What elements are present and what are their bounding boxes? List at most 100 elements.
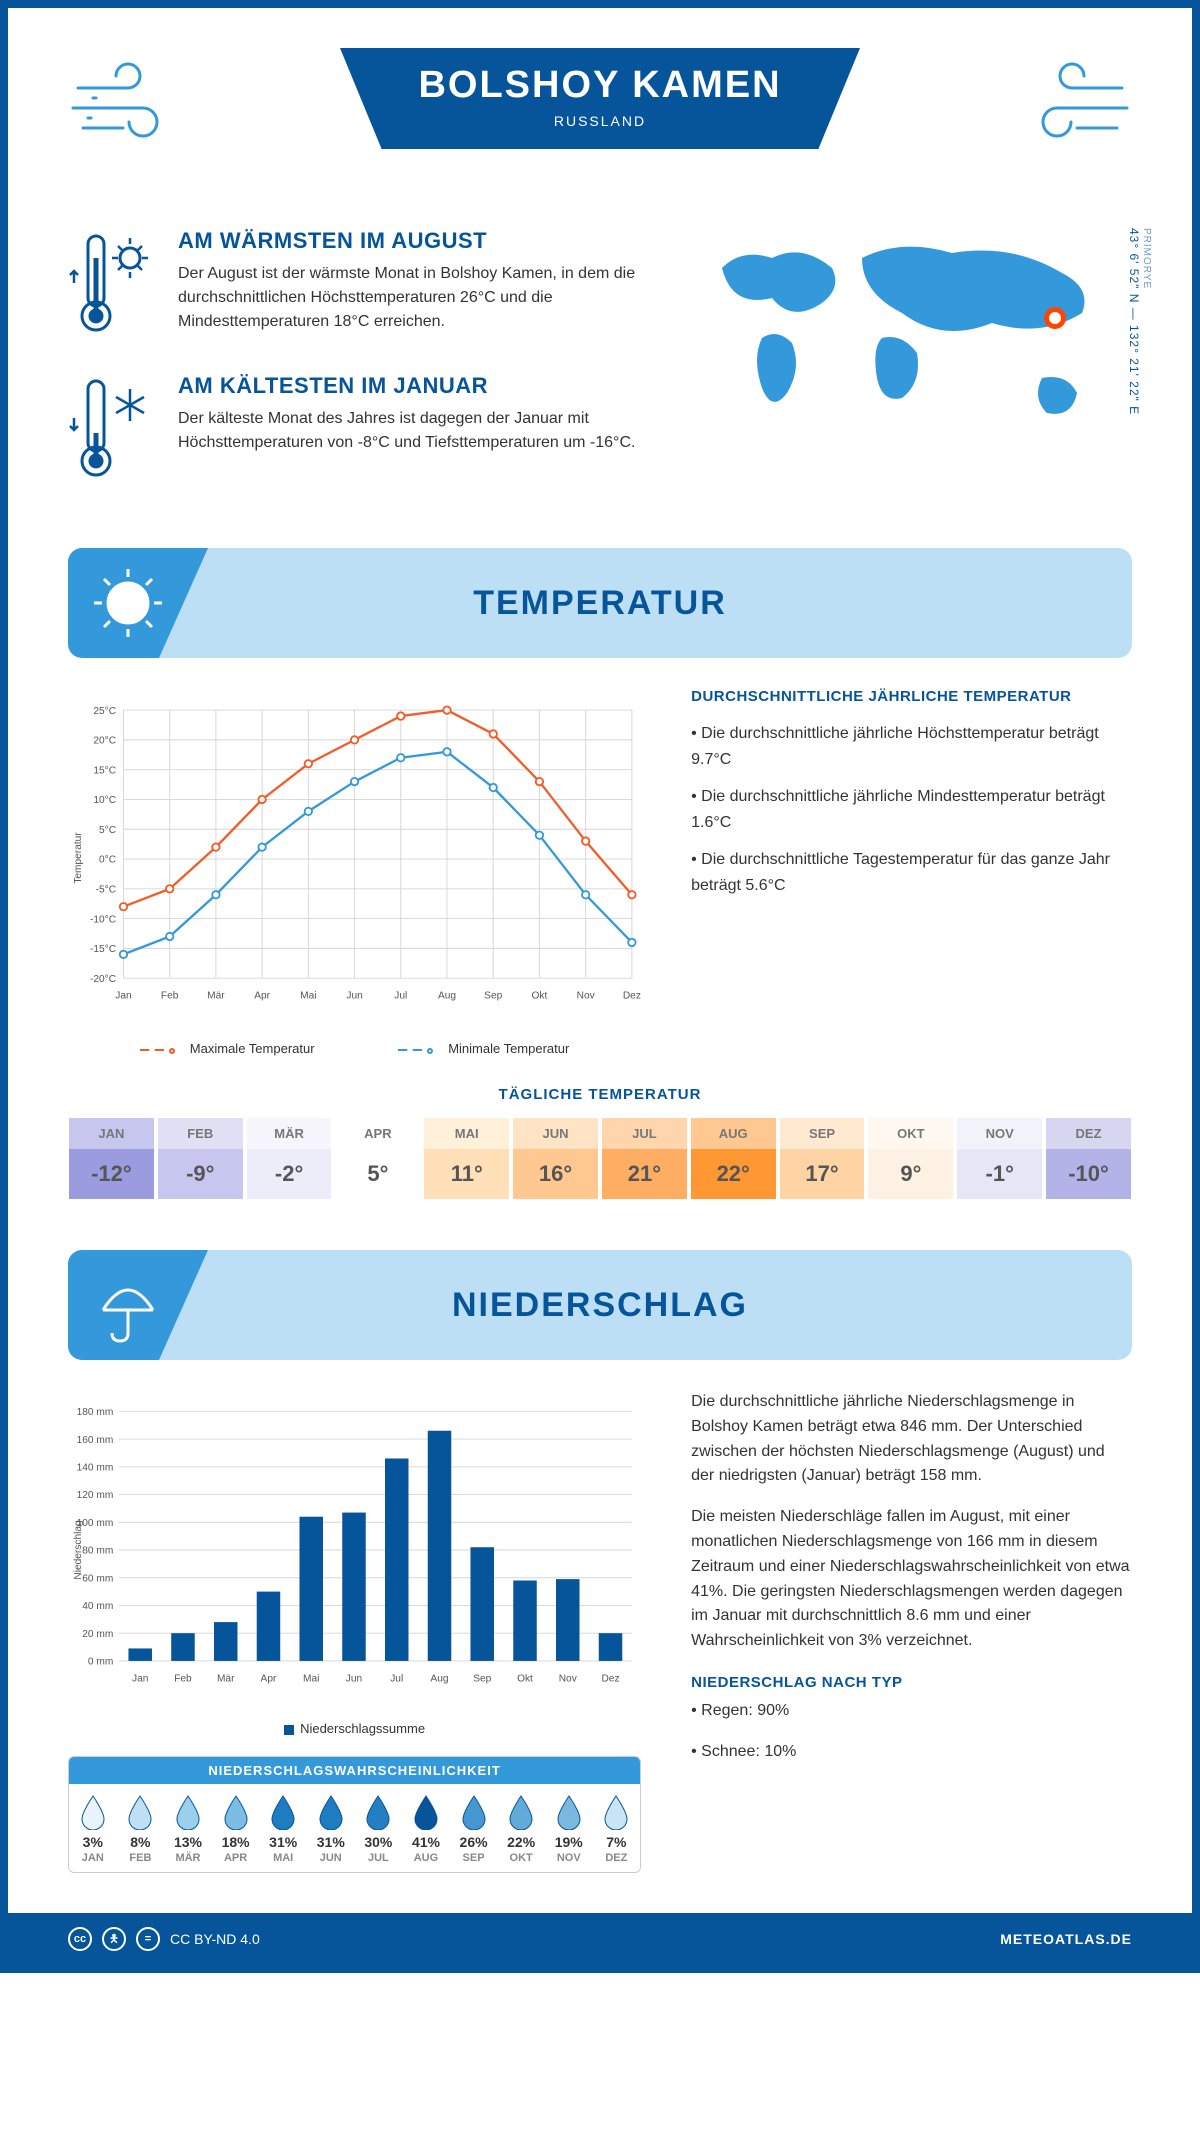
- fact-title: AM WÄRMSTEN IM AUGUST: [178, 228, 652, 254]
- daily-temp-table: JAN -12° FEB -9° MÄR -2° APR 5° MAI 11° …: [68, 1117, 1132, 1200]
- daily-temp-cell: SEP 17°: [779, 1117, 866, 1200]
- precip-text: Die durchschnittliche jährliche Niedersc…: [691, 1390, 1132, 1489]
- svg-text:Aug: Aug: [438, 991, 456, 1002]
- svg-text:40 mm: 40 mm: [82, 1601, 113, 1612]
- site-name: METEOATLAS.DE: [1000, 1931, 1132, 1947]
- drop-icon: [317, 1794, 345, 1830]
- probability-cell: 31% MAI: [259, 1784, 307, 1872]
- svg-text:Jul: Jul: [390, 1673, 403, 1684]
- svg-text:Niederschlag: Niederschlag: [73, 1520, 84, 1579]
- svg-text:25°C: 25°C: [93, 706, 116, 717]
- probability-cell: 30% JUL: [355, 1784, 403, 1872]
- svg-text:120 mm: 120 mm: [77, 1490, 114, 1501]
- side-bullet: • Die durchschnittliche Tagestemperatur …: [691, 847, 1132, 898]
- precip-type-title: NIEDERSCHLAG NACH TYP: [691, 1674, 1132, 1691]
- svg-text:60 mm: 60 mm: [82, 1573, 113, 1584]
- svg-text:Mär: Mär: [207, 991, 225, 1002]
- probability-cell: 8% FEB: [117, 1784, 165, 1872]
- svg-text:Temperatur: Temperatur: [73, 832, 84, 884]
- thermometer-snow-icon: [68, 373, 158, 488]
- probability-title: NIEDERSCHLAGSWAHRSCHEINLICHKEIT: [69, 1757, 640, 1784]
- svg-text:Mär: Mär: [217, 1673, 235, 1684]
- license-text: CC BY-ND 4.0: [170, 1931, 260, 1947]
- header: BOLSHOY KAMEN RUSSLAND: [68, 48, 1132, 208]
- probability-cell: 3% JAN: [69, 1784, 117, 1872]
- drop-icon: [555, 1794, 583, 1830]
- drop-icon: [412, 1794, 440, 1830]
- svg-text:Mai: Mai: [303, 1673, 319, 1684]
- daily-temp-cell: FEB -9°: [157, 1117, 244, 1200]
- wind-icon: [1012, 58, 1132, 158]
- svg-text:15°C: 15°C: [93, 765, 116, 776]
- probability-cell: 41% AUG: [402, 1784, 450, 1872]
- nd-icon: =: [136, 1927, 160, 1951]
- svg-text:Okt: Okt: [532, 991, 548, 1002]
- svg-text:Feb: Feb: [174, 1673, 192, 1684]
- svg-text:0 mm: 0 mm: [88, 1657, 113, 1668]
- svg-text:20°C: 20°C: [93, 736, 116, 747]
- by-icon: 🯅: [102, 1927, 126, 1951]
- cc-icon: cc: [68, 1927, 92, 1951]
- daily-temp-cell: JUN 16°: [512, 1117, 599, 1200]
- svg-text:Dez: Dez: [623, 991, 641, 1002]
- page-subtitle: RUSSLAND: [340, 113, 860, 129]
- svg-text:-15°C: -15°C: [90, 944, 116, 955]
- probability-cell: 22% OKT: [497, 1784, 545, 1872]
- svg-text:80 mm: 80 mm: [82, 1546, 113, 1557]
- svg-text:140 mm: 140 mm: [77, 1463, 114, 1474]
- svg-text:0°C: 0°C: [99, 855, 116, 866]
- page-title: BOLSHOY KAMEN: [340, 64, 860, 107]
- svg-text:Nov: Nov: [559, 1673, 578, 1684]
- svg-text:Jun: Jun: [346, 1673, 362, 1684]
- section-header-temperature: TEMPERATUR: [68, 548, 1132, 658]
- svg-text:Jan: Jan: [132, 1673, 148, 1684]
- svg-text:-20°C: -20°C: [90, 974, 116, 985]
- probability-cell: 19% NOV: [545, 1784, 593, 1872]
- fact-warmest: AM WÄRMSTEN IM AUGUST Der August ist der…: [68, 228, 652, 343]
- svg-text:Apr: Apr: [261, 1673, 277, 1684]
- probability-cell: 31% JUN: [307, 1784, 355, 1872]
- daily-temp-cell: AUG 22°: [690, 1117, 777, 1200]
- title-banner: BOLSHOY KAMEN RUSSLAND: [340, 48, 860, 149]
- svg-text:Jun: Jun: [346, 991, 362, 1002]
- fact-text: Der August ist der wärmste Monat in Bols…: [178, 262, 652, 334]
- temperature-line-chart: -20°C-15°C-10°C-5°C0°C5°C10°C15°C20°C25°…: [68, 688, 641, 1028]
- probability-cell: 26% SEP: [450, 1784, 498, 1872]
- umbrella-icon: [68, 1250, 208, 1360]
- svg-text:Apr: Apr: [254, 991, 270, 1002]
- svg-text:Feb: Feb: [161, 991, 179, 1002]
- svg-text:180 mm: 180 mm: [77, 1407, 114, 1418]
- chart-legend: Maximale Temperatur Minimale Temperatur: [68, 1041, 641, 1056]
- svg-text:Sep: Sep: [473, 1673, 491, 1684]
- svg-text:Jan: Jan: [115, 991, 131, 1002]
- drop-icon: [79, 1794, 107, 1830]
- svg-text:Sep: Sep: [484, 991, 502, 1002]
- daily-temp-cell: DEZ -10°: [1045, 1117, 1132, 1200]
- daily-temp-title: TÄGLICHE TEMPERATUR: [68, 1086, 1132, 1103]
- daily-temp-cell: APR 5°: [334, 1117, 421, 1200]
- svg-text:Aug: Aug: [430, 1673, 448, 1684]
- probability-cell: 7% DEZ: [593, 1784, 641, 1872]
- side-bullet: • Die durchschnittliche jährliche Höchst…: [691, 721, 1132, 772]
- side-title: DURCHSCHNITTLICHE JÄHRLICHE TEMPERATUR: [691, 688, 1132, 705]
- svg-text:Dez: Dez: [601, 1673, 619, 1684]
- fact-text: Der kälteste Monat des Jahres ist dagege…: [178, 407, 652, 455]
- svg-text:5°C: 5°C: [99, 825, 116, 836]
- section-title: TEMPERATUR: [473, 584, 727, 623]
- svg-text:160 mm: 160 mm: [77, 1435, 114, 1446]
- daily-temp-cell: MAI 11°: [423, 1117, 510, 1200]
- fact-title: AM KÄLTESTEN IM JANUAR: [178, 373, 652, 399]
- drop-icon: [460, 1794, 488, 1830]
- probability-panel: NIEDERSCHLAGSWAHRSCHEINLICHKEIT 3% JAN 8…: [68, 1756, 641, 1873]
- svg-text:-5°C: -5°C: [96, 885, 116, 896]
- svg-text:10°C: 10°C: [93, 795, 116, 806]
- svg-text:Mai: Mai: [300, 991, 316, 1002]
- daily-temp-cell: JAN -12°: [68, 1117, 155, 1200]
- drop-icon: [126, 1794, 154, 1830]
- chart-legend: Niederschlagssumme: [68, 1721, 641, 1736]
- daily-temp-cell: MÄR -2°: [246, 1117, 333, 1200]
- daily-temp-cell: JUL 21°: [601, 1117, 688, 1200]
- precip-type: • Schnee: 10%: [691, 1740, 1132, 1765]
- daily-temp-cell: OKT 9°: [867, 1117, 954, 1200]
- footer: cc 🯅 = CC BY-ND 4.0 METEOATLAS.DE: [8, 1913, 1192, 1965]
